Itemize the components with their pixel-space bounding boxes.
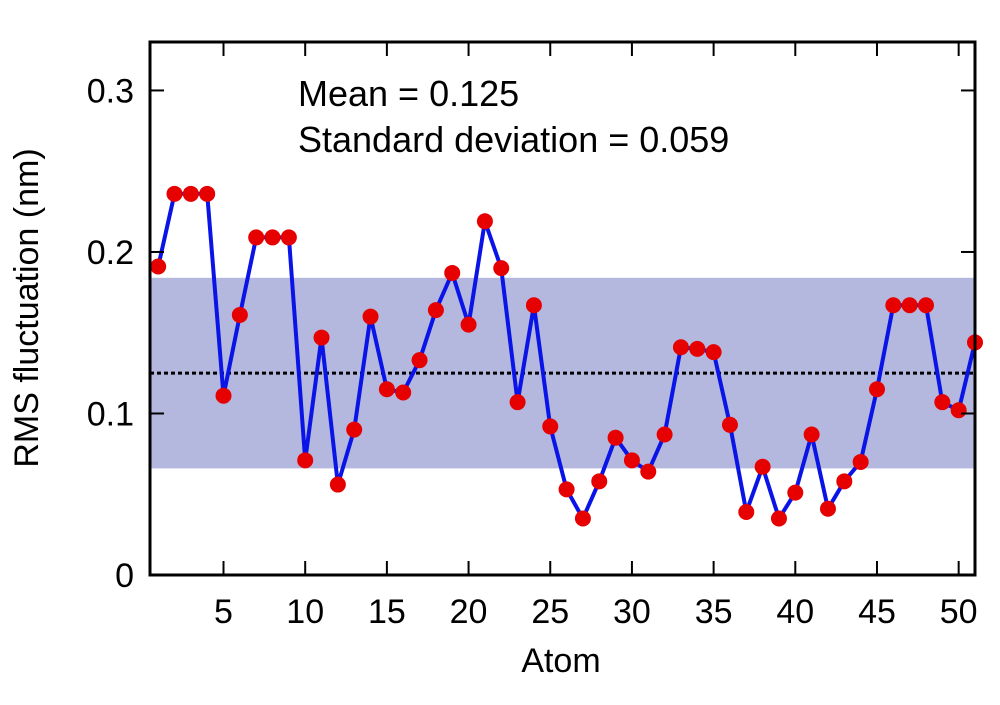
data-point xyxy=(297,452,314,469)
data-point xyxy=(591,473,608,490)
data-point xyxy=(346,421,363,438)
data-point xyxy=(395,384,412,401)
data-point xyxy=(689,340,706,357)
data-point xyxy=(493,260,510,277)
x-tick-label: 35 xyxy=(695,593,733,631)
data-point xyxy=(558,481,575,498)
y-axis-label: RMS fluctuation (nm) xyxy=(8,148,46,467)
x-tick-label: 25 xyxy=(531,593,569,631)
data-point xyxy=(166,185,183,202)
points-layer xyxy=(150,185,983,527)
data-point xyxy=(623,452,640,469)
data-point xyxy=(950,402,967,419)
y-tick-label: 0 xyxy=(115,557,134,595)
x-tick-label: 45 xyxy=(858,593,896,631)
data-point xyxy=(868,381,885,398)
data-point xyxy=(199,185,216,202)
y-tick-label: 0.3 xyxy=(87,72,134,110)
y-tick-label: 0.1 xyxy=(87,395,134,433)
mean-annotation: Mean = 0.125 xyxy=(298,73,519,114)
plot-frame xyxy=(148,40,977,577)
x-tick-label: 50 xyxy=(940,593,978,631)
y-tick-label: 0.2 xyxy=(87,234,134,272)
data-point xyxy=(248,229,265,246)
x-tick-label: 20 xyxy=(450,593,488,631)
data-point xyxy=(444,264,461,281)
data-point xyxy=(329,476,346,493)
data-point xyxy=(182,185,199,202)
x-tick-label: 10 xyxy=(286,593,324,631)
data-point xyxy=(280,229,297,246)
data-point xyxy=(411,352,428,369)
x-axis-label: Atom xyxy=(521,642,600,680)
data-point xyxy=(640,463,657,480)
x-tick-label: 15 xyxy=(368,593,406,631)
data-point xyxy=(476,213,493,230)
data-point xyxy=(672,339,689,356)
data-point xyxy=(803,426,820,443)
data-point xyxy=(787,484,804,501)
data-point xyxy=(852,453,869,470)
data-point xyxy=(770,510,787,527)
data-point xyxy=(836,473,853,490)
data-point xyxy=(917,297,934,314)
data-point xyxy=(656,426,673,443)
data-point xyxy=(721,416,738,433)
data-point xyxy=(738,504,755,521)
x-tick-label: 40 xyxy=(776,593,814,631)
data-point xyxy=(313,329,330,346)
data-point xyxy=(362,308,379,325)
data-point xyxy=(705,344,722,361)
std-annotation: Standard deviation = 0.059 xyxy=(298,119,729,160)
data-point xyxy=(264,229,281,246)
data-point xyxy=(574,510,591,527)
data-point xyxy=(885,297,902,314)
data-point xyxy=(901,297,918,314)
data-point xyxy=(819,500,836,517)
ticks-layer: 5 10 15 20 25 30 35 40 45 50 0 0.1 0.2 0.3 xyxy=(87,42,978,631)
x-tick-label: 30 xyxy=(613,593,651,631)
axes-layer xyxy=(148,40,977,577)
data-point xyxy=(525,297,542,314)
data-point xyxy=(231,306,248,323)
data-point xyxy=(150,258,167,275)
data-point xyxy=(427,302,444,319)
data-point xyxy=(934,394,951,411)
data-point xyxy=(509,394,526,411)
data-point xyxy=(215,387,232,404)
data-point xyxy=(378,381,395,398)
data-point xyxy=(542,418,559,435)
data-point xyxy=(754,458,771,475)
data-point xyxy=(607,429,624,446)
data-point xyxy=(460,316,477,333)
x-tick-label: 5 xyxy=(214,593,233,631)
